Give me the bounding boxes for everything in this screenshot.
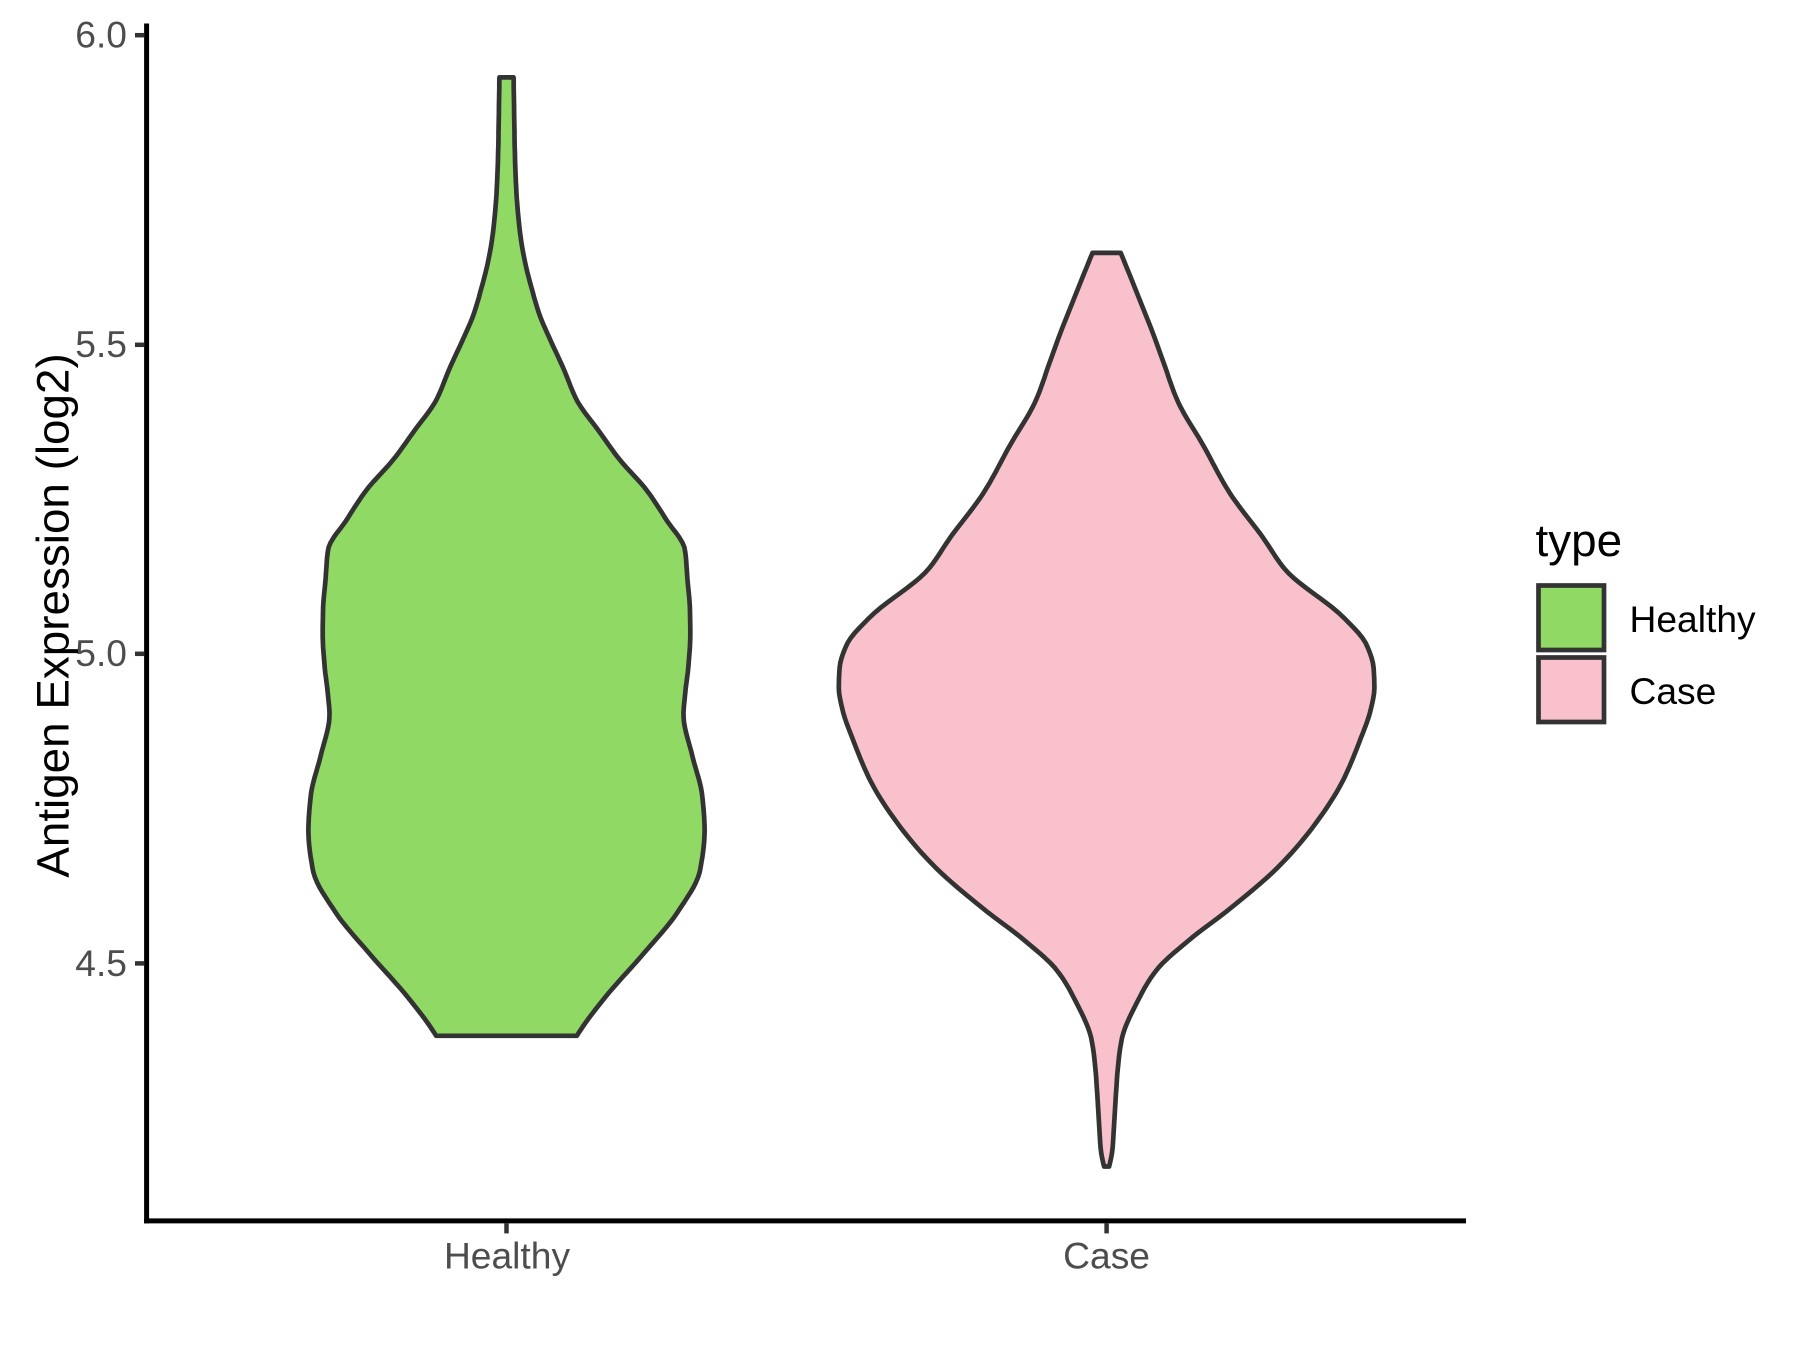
svg-text:Antigen Expression (log2): Antigen Expression (log2) [28, 353, 79, 877]
svg-text:5.5: 5.5 [75, 323, 127, 365]
svg-text:type: type [1536, 515, 1623, 566]
svg-text:Case: Case [1063, 1235, 1150, 1277]
svg-text:4.5: 4.5 [75, 942, 127, 984]
svg-text:5.0: 5.0 [75, 632, 127, 674]
svg-text:Case: Case [1630, 670, 1717, 712]
svg-text:6.0: 6.0 [75, 14, 127, 56]
svg-text:Healthy: Healthy [444, 1235, 570, 1277]
svg-text:Healthy: Healthy [1630, 598, 1756, 640]
